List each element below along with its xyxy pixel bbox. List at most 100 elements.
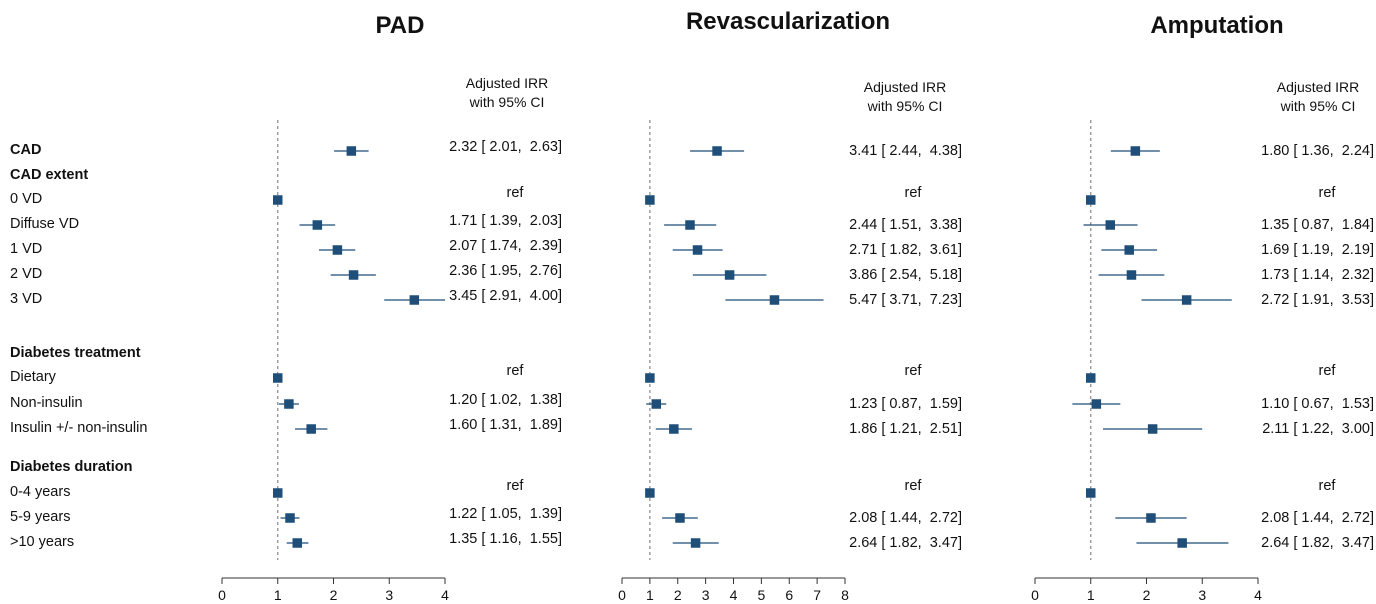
x-tick-label: 2 — [1143, 587, 1151, 603]
row-label-3-vd: 3 VD — [10, 291, 43, 307]
point-estimate — [348, 270, 359, 280]
row-label-insulin-non-insulin: Insulin +/- non-insulin — [10, 420, 148, 436]
column-header-amputation: Adjusted IRR with 95% CI — [1243, 78, 1376, 116]
row-label-cad: CAD — [10, 142, 42, 158]
estimate-text: 5.47 [ 3.71, 7.23] — [849, 292, 962, 308]
x-tick-label: 3 — [702, 587, 710, 603]
panel-amputation: 0 1 2 3 4 — [1031, 120, 1262, 603]
panel-title-pad: PAD — [375, 12, 425, 39]
column-header-line-2: with 95% CI — [469, 94, 545, 110]
ref-label: ref — [1318, 478, 1336, 494]
ref-label: ref — [506, 363, 524, 379]
row-label-0-vd: 0 VD — [10, 191, 43, 207]
point-estimate — [724, 270, 735, 280]
point-estimate — [1181, 295, 1192, 305]
estimate-text: 1.35 [ 1.16, 1.55] — [449, 531, 562, 547]
row-label-dietary: Dietary — [10, 369, 56, 385]
estimate-text: 2.71 [ 1.82, 3.61] — [849, 242, 962, 258]
point-estimate — [1146, 513, 1156, 523]
point-estimate — [669, 424, 679, 434]
x-tick-label: 2 — [330, 587, 338, 603]
point-estimate — [346, 146, 357, 156]
ref-label: ref — [904, 363, 922, 379]
estimate-text: 1.60 [ 1.31, 1.89] — [449, 417, 562, 433]
x-tick-label: 4 — [441, 587, 449, 603]
point-estimate — [1105, 220, 1116, 230]
ref-label: ref — [506, 478, 524, 494]
point-estimate — [1130, 146, 1141, 156]
ref-label: ref — [904, 478, 922, 494]
point-estimate — [675, 513, 685, 523]
point-estimate — [692, 245, 703, 255]
row-label-cad-extent: CAD extent — [10, 167, 89, 183]
estimate-text: 2.08 [ 1.44, 2.72] — [1261, 510, 1374, 526]
ref-label: ref — [1318, 363, 1336, 379]
point-estimate — [332, 245, 343, 255]
point-estimate — [284, 399, 294, 409]
x-tick-label: 4 — [730, 587, 738, 603]
x-tick-label: 0 — [218, 587, 226, 603]
point-estimate — [312, 220, 323, 230]
column-header-line-2: with 95% CI — [867, 98, 943, 114]
column-header-revascularization: Adjusted IRR with 95% CI — [830, 78, 980, 116]
point-estimate — [690, 538, 701, 548]
x-tick-label: 1 — [274, 587, 282, 603]
ref-label: ref — [904, 185, 922, 201]
estimate-text: 2.36 [ 1.95, 2.76] — [449, 263, 562, 279]
row-label-2-vd: 2 VD — [10, 266, 43, 282]
row-label-non-insulin: Non-insulin — [10, 395, 83, 411]
row-label-diffuse-vd: Diffuse VD — [10, 216, 80, 232]
point-estimate — [1147, 424, 1158, 434]
x-tick-label: 3 — [385, 587, 393, 603]
row-label-1-vd: 1 VD — [10, 241, 43, 257]
point-estimate — [1086, 195, 1096, 205]
point-estimate — [273, 373, 283, 383]
estimate-text: 3.41 [ 2.44, 4.38] — [849, 143, 962, 159]
x-tick-label: 8 — [841, 587, 849, 603]
point-estimate — [1177, 538, 1187, 548]
x-tick-label: 0 — [618, 587, 626, 603]
estimate-text: 1.69 [ 1.19, 2.19] — [1261, 242, 1374, 258]
point-estimate — [292, 538, 303, 548]
row-label-diabetes-duration: Diabetes duration — [10, 459, 133, 475]
estimate-text: 2.07 [ 1.74, 2.39] — [449, 238, 562, 254]
column-header-line-1: Adjusted IRR — [465, 75, 549, 91]
column-header-line-2: with 95% CI — [1280, 98, 1356, 114]
ref-label: ref — [1318, 185, 1336, 201]
panel-title-amputation: Amputation — [1150, 12, 1284, 39]
point-estimate — [1124, 245, 1134, 255]
estimate-text: 1.35 [ 0.87, 1.84] — [1261, 217, 1374, 233]
point-estimate — [645, 195, 655, 205]
x-tick-label: 1 — [1087, 587, 1095, 603]
estimate-text: 2.08 [ 1.44, 2.72] — [849, 510, 962, 526]
x-tick-label: 0 — [1031, 587, 1039, 603]
column-header-pad: Adjusted IRR with 95% CI — [432, 74, 582, 112]
point-estimate — [273, 488, 283, 498]
point-estimate — [645, 488, 655, 498]
point-estimate — [651, 399, 662, 409]
estimate-text: 2.32 [ 2.01, 2.63] — [449, 139, 562, 155]
panel-title-revascularization: Revascularization — [685, 8, 891, 35]
point-estimate — [409, 295, 420, 305]
estimate-text: 1.71 [ 1.39, 2.03] — [449, 213, 562, 229]
panel-pad: 0 1 2 3 4 — [218, 120, 449, 603]
point-estimate — [273, 195, 283, 205]
panel-revascularization: 0 1 2 3 4 5 6 7 8 — [618, 120, 849, 603]
x-tick-label: 7 — [813, 587, 821, 603]
column-header-line-1: Adjusted IRR — [1276, 79, 1360, 95]
estimate-text: 1.86 [ 1.21, 2.51] — [849, 421, 962, 437]
x-tick-label: 3 — [1198, 587, 1206, 603]
point-estimate — [1086, 488, 1096, 498]
estimate-text: 2.64 [ 1.82, 3.47] — [1261, 535, 1374, 551]
point-estimate — [769, 295, 780, 305]
point-estimate — [1086, 373, 1096, 383]
estimate-text: 1.10 [ 0.67, 1.53] — [1261, 396, 1374, 412]
estimate-text: 3.86 [ 2.54, 5.18] — [849, 267, 962, 283]
row-label-5-9-years: 5-9 years — [10, 509, 71, 525]
x-tick-label: 4 — [1254, 587, 1262, 603]
point-estimate — [1126, 270, 1137, 280]
estimate-text: 2.64 [ 1.82, 3.47] — [849, 535, 962, 551]
estimate-text: 1.80 [ 1.36, 2.24] — [1261, 143, 1374, 159]
point-estimate — [306, 424, 316, 434]
